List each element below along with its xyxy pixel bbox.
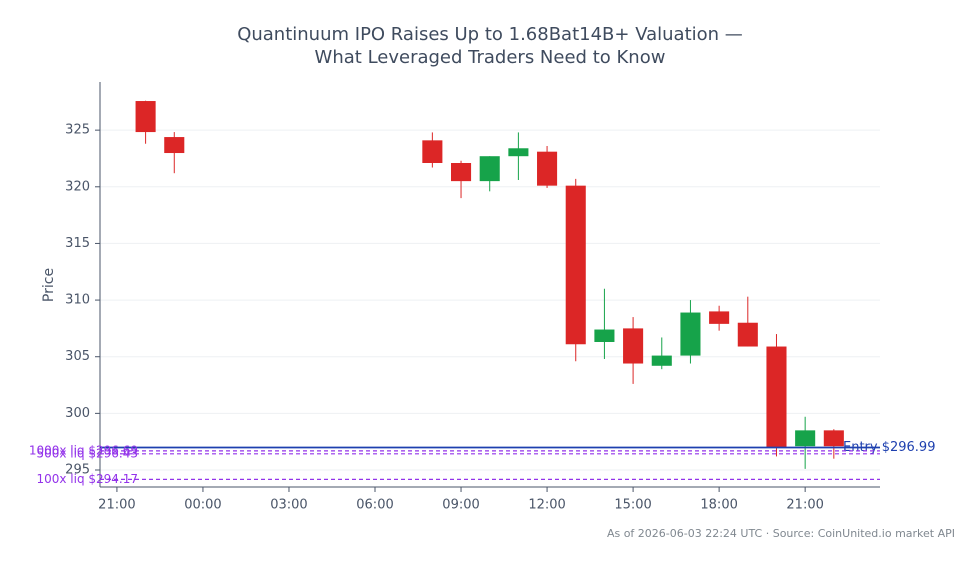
candle-body	[623, 328, 644, 364]
candle-body	[537, 151, 558, 186]
candle-body	[594, 329, 615, 342]
candle-body	[823, 430, 844, 447]
x-tick-label: 21:00	[98, 498, 135, 513]
chart-title: Quantinuum IPO Raises Up to 1.68Bat14B+ …	[237, 24, 743, 45]
y-tick-label: 300	[65, 406, 90, 421]
candle-body	[737, 322, 758, 347]
y-tick-label: 295	[65, 463, 90, 478]
x-tick-label: 00:00	[184, 498, 221, 513]
x-tick-label: 06:00	[356, 498, 393, 513]
candle-body	[422, 140, 443, 163]
x-tick-label: 09:00	[442, 498, 479, 513]
reference-label: 100x liq $294.17	[36, 472, 138, 486]
y-tick-label: 310	[65, 293, 90, 308]
footnote: As of 2026-06-03 22:24 UTC · Source: Coi…	[607, 527, 955, 540]
candle-body	[451, 163, 472, 182]
x-tick-label: 15:00	[614, 498, 651, 513]
candle-body	[565, 185, 586, 345]
y-axis-label: Price	[41, 268, 57, 302]
y-tick-label: 315	[65, 236, 90, 251]
y-tick-label: 320	[65, 179, 90, 194]
y-tick-label: 305	[65, 349, 90, 364]
candle-body	[135, 101, 156, 133]
x-tick-label: 21:00	[786, 498, 823, 513]
chart-title: What Leveraged Traders Need to Know	[315, 47, 666, 68]
reference-label: Entry $296.99	[843, 440, 935, 455]
candle-body	[508, 148, 529, 157]
x-tick-label: 18:00	[700, 498, 737, 513]
candle-body	[766, 346, 787, 448]
candle-body	[479, 156, 500, 182]
x-tick-label: 03:00	[270, 498, 307, 513]
candle-body	[164, 137, 185, 154]
x-tick-label: 12:00	[528, 498, 565, 513]
candle-body	[680, 312, 701, 356]
reference-label: 500x liq $296.43	[36, 446, 138, 460]
candle-body	[651, 355, 672, 366]
candle-body	[709, 311, 730, 324]
candle-body	[795, 430, 816, 447]
y-tick-label: 325	[65, 123, 90, 138]
